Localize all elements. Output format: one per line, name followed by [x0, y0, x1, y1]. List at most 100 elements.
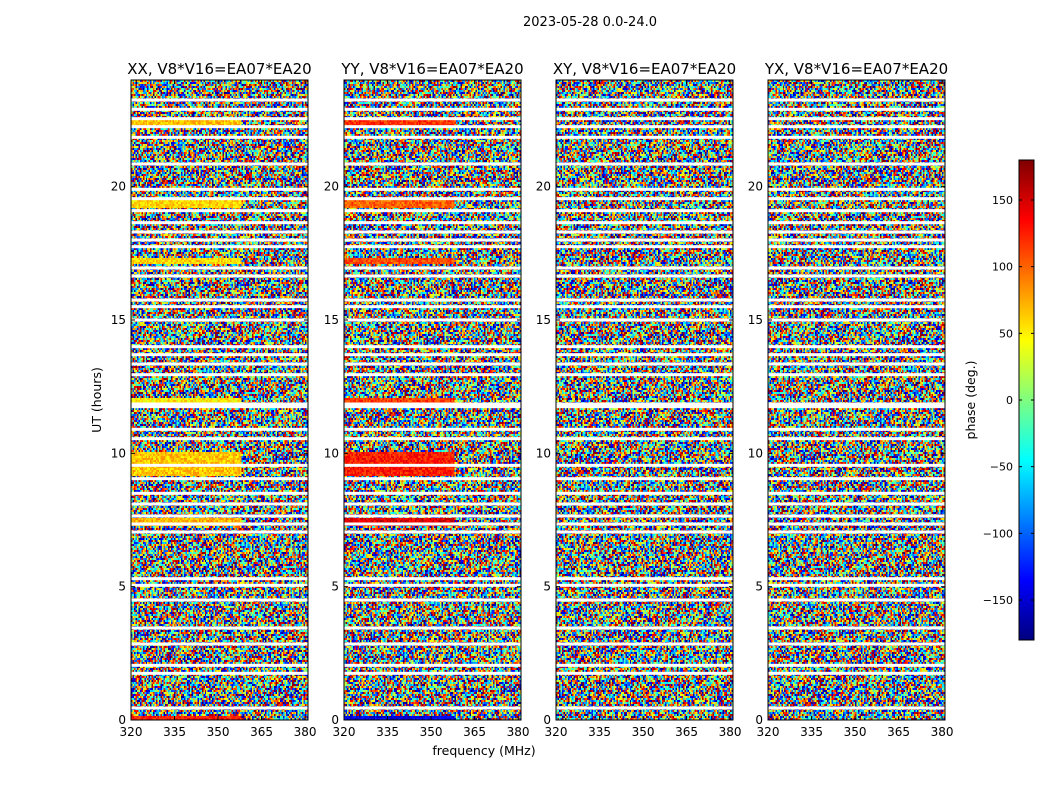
- flagged-row: [556, 598, 733, 602]
- phase-heatmap: [131, 80, 308, 720]
- x-tick-label: 365: [675, 725, 698, 739]
- flagged-row: [344, 522, 521, 526]
- flagged-row: [556, 577, 733, 581]
- panel-xx: XX, V8*V16=EA07*EA20 320 335 350 365 380 0 5 10 1…: [111, 60, 317, 739]
- flagged-row: [344, 583, 521, 587]
- flagged-row: [131, 274, 308, 278]
- flagged-row: [344, 598, 521, 602]
- flagged-row: [344, 373, 521, 377]
- flagged-row: [344, 671, 521, 675]
- flagged-row: [556, 117, 733, 121]
- flagged-row: [344, 514, 521, 518]
- flagged-row: [556, 318, 733, 322]
- x-tick-label: 335: [588, 725, 611, 739]
- flagged-row: [131, 405, 308, 409]
- flagged-row: [768, 522, 945, 526]
- flagged-row: [131, 197, 308, 201]
- y-tick-label: 20: [324, 180, 339, 194]
- flagged-row: [768, 98, 945, 102]
- flagged-row: [556, 305, 733, 309]
- flagged-row: [131, 402, 308, 406]
- flagged-row: [556, 663, 733, 667]
- flagged-row: [768, 266, 945, 270]
- flagged-row: [131, 305, 308, 309]
- flagged-row: [344, 117, 521, 121]
- flagged-row: [556, 706, 733, 710]
- x-tick-label: 380: [719, 725, 742, 739]
- colorbar-tick-label: −50: [990, 461, 1013, 474]
- flagged-row: [131, 362, 308, 366]
- phase-heatmap: [768, 80, 945, 720]
- flagged-row: [556, 238, 733, 242]
- flagged-row: [556, 502, 733, 506]
- flagged-row: [556, 187, 733, 191]
- flagged-row: [556, 477, 733, 481]
- flagged-row: [768, 353, 945, 357]
- panel-title: YY, V8*V16=EA07*EA20: [340, 60, 523, 78]
- flagged-row: [344, 427, 521, 431]
- flagged-row: [556, 491, 733, 495]
- flagged-row: [768, 238, 945, 242]
- flagged-row: [768, 197, 945, 201]
- flagged-row: [344, 477, 521, 481]
- flagged-row: [556, 345, 733, 349]
- flagged-row: [344, 318, 521, 322]
- flagged-row: [131, 577, 308, 581]
- flagged-row: [768, 318, 945, 322]
- flagged-row: [131, 238, 308, 242]
- flagged-row: [556, 197, 733, 201]
- flagged-row: [556, 530, 733, 534]
- flagged-row: [344, 626, 521, 630]
- flagged-row: [344, 238, 521, 242]
- flagged-row: [768, 305, 945, 309]
- flagged-row: [344, 663, 521, 667]
- x-tick-label: 320: [120, 725, 143, 739]
- flagged-row: [131, 245, 308, 249]
- x-tick-label: 380: [294, 725, 317, 739]
- y-tick-label: 0: [331, 713, 339, 727]
- flagged-row: [131, 530, 308, 534]
- x-tick-label: 365: [887, 725, 910, 739]
- flagged-row: [768, 373, 945, 377]
- flagged-row: [344, 345, 521, 349]
- flagged-row: [556, 353, 733, 357]
- flagged-row: [556, 373, 733, 377]
- flagged-row: [131, 522, 308, 526]
- flagged-row: [131, 107, 308, 111]
- flagged-row: [768, 437, 945, 441]
- flagged-row: [131, 117, 308, 121]
- flagged-row: [344, 230, 521, 234]
- flagged-row: [768, 530, 945, 534]
- y-tick-label: 15: [536, 313, 551, 327]
- flagged-row: [556, 522, 733, 526]
- flagged-row: [556, 427, 733, 431]
- flagged-row: [131, 427, 308, 431]
- flagged-row: [131, 230, 308, 234]
- flagged-row: [556, 402, 733, 406]
- y-tick-label: 15: [324, 313, 339, 327]
- flagged-row: [131, 583, 308, 587]
- flagged-row: [556, 642, 733, 646]
- flagged-row: [344, 162, 521, 166]
- flagged-row: [344, 98, 521, 102]
- flagged-row: [344, 107, 521, 111]
- flagged-row: [131, 353, 308, 357]
- flagged-row: [768, 221, 945, 225]
- flagged-row: [768, 405, 945, 409]
- y-tick-label: 5: [331, 580, 339, 594]
- y-tick-label: 5: [118, 580, 126, 594]
- flagged-row: [344, 642, 521, 646]
- flagged-row: [344, 706, 521, 710]
- flagged-row: [556, 463, 733, 467]
- x-axis-label: frequency (MHz): [432, 743, 535, 758]
- x-tick-label: 350: [420, 725, 443, 739]
- flagged-row: [556, 274, 733, 278]
- flagged-row: [344, 437, 521, 441]
- x-tick-label: 350: [844, 725, 867, 739]
- flagged-row: [768, 125, 945, 129]
- x-tick-label: 365: [463, 725, 486, 739]
- flagged-row: [768, 187, 945, 191]
- y-tick-label: 5: [755, 580, 763, 594]
- flagged-row: [768, 671, 945, 675]
- flagged-row: [768, 583, 945, 587]
